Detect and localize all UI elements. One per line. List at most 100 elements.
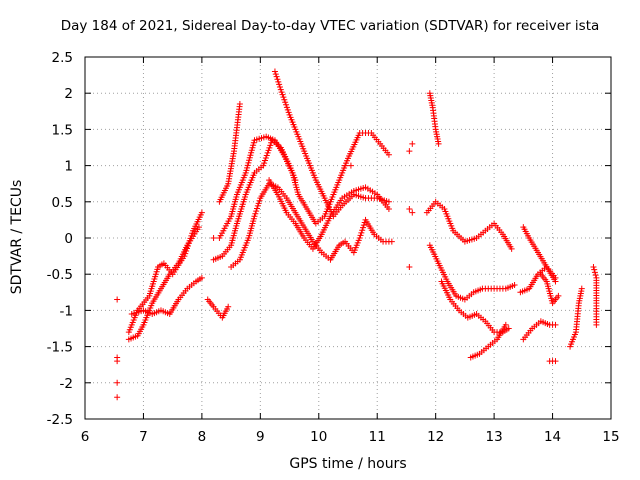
data-point: [274, 76, 281, 83]
x-tick-label: 13: [486, 429, 503, 445]
x-tick-label: 12: [427, 429, 444, 445]
data-point: [264, 149, 271, 156]
x-tick-label: 15: [602, 429, 619, 445]
data-point: [406, 148, 413, 155]
data-point: [263, 152, 270, 159]
x-axis-label: GPS time / hours: [289, 456, 407, 472]
data-point: [281, 96, 288, 103]
data-point: [590, 263, 597, 270]
data-point: [555, 292, 562, 299]
data-point: [262, 154, 269, 161]
x-tick-label: 14: [544, 429, 561, 445]
data-point: [508, 245, 515, 252]
data-point: [114, 394, 121, 401]
data-point: [505, 325, 512, 332]
data-point: [198, 209, 205, 216]
data-point: [198, 274, 205, 281]
data-point: [249, 144, 256, 151]
data-point: [252, 210, 259, 217]
data-point: [591, 269, 598, 276]
data-point: [406, 263, 413, 270]
y-tick-label: 1: [64, 159, 73, 175]
data-point: [114, 379, 121, 386]
data-point: [283, 101, 290, 108]
data-point: [552, 278, 559, 285]
data-point: [260, 162, 267, 169]
data-point: [243, 167, 250, 174]
data-point: [283, 104, 290, 111]
data-point: [250, 142, 257, 149]
data-point: [271, 68, 278, 75]
data-point: [435, 140, 442, 147]
data-point: [360, 224, 367, 231]
data-point: [356, 235, 363, 241]
data-point: [114, 296, 121, 303]
x-tick-label: 7: [139, 429, 148, 445]
data-point: [248, 147, 255, 154]
data-point: [279, 91, 286, 98]
data-point: [591, 266, 598, 273]
data-point: [282, 99, 289, 106]
data-point: [284, 106, 291, 113]
y-tick-label: -0.5: [47, 267, 73, 283]
data-point: [262, 157, 269, 164]
data-point: [592, 272, 599, 279]
data-point: [277, 86, 284, 93]
data-point: [225, 303, 232, 310]
x-tick-label: 11: [369, 429, 386, 445]
data-point: [388, 238, 395, 245]
data-point: [502, 321, 509, 328]
data-point: [276, 81, 283, 88]
y-tick-label: -1: [60, 303, 73, 319]
data-point: [210, 235, 217, 241]
data-point: [244, 162, 251, 169]
data-point: [248, 149, 255, 156]
data-point: [357, 232, 364, 239]
data-point: [261, 160, 268, 167]
data-point: [276, 83, 283, 90]
data-point: [268, 139, 275, 146]
y-tick-label: 0.5: [52, 195, 73, 211]
data-point: [409, 209, 416, 216]
data-point: [280, 94, 287, 101]
x-tick-label: 8: [198, 429, 207, 445]
data-point: [342, 162, 349, 169]
data-point: [272, 71, 279, 78]
data-point: [406, 206, 413, 213]
data-point: [593, 321, 600, 328]
data-point: [360, 222, 367, 229]
y-tick-label: 2: [64, 86, 73, 102]
data-point: [385, 151, 392, 158]
y-tick-label: 0: [64, 231, 73, 247]
data-point: [256, 197, 263, 204]
x-tick-label: 10: [310, 429, 327, 445]
data-point: [246, 157, 253, 164]
data-point: [385, 206, 392, 213]
data-point: [253, 208, 260, 215]
x-tick-label: 6: [81, 429, 90, 445]
data-point: [195, 224, 202, 231]
y-tick-label: 2.5: [52, 50, 73, 66]
chart-title: Day 184 of 2021, Sidereal Day-to-day VTE…: [60, 18, 600, 34]
y-tick-label: -1.5: [47, 340, 73, 356]
data-point: [552, 358, 559, 365]
data-point: [254, 202, 261, 209]
data-point: [114, 358, 121, 365]
data-point: [278, 89, 285, 96]
data-point: [552, 321, 559, 328]
data-point: [359, 227, 366, 234]
y-tick-label: -2: [60, 376, 73, 392]
y-tick-label: -2.5: [47, 412, 73, 428]
data-point: [244, 164, 251, 171]
data-point: [273, 73, 280, 80]
data-point: [253, 205, 260, 212]
data-point: [285, 109, 292, 116]
data-point: [578, 285, 585, 292]
data-point: [358, 229, 365, 236]
data-point: [246, 154, 253, 161]
y-axis-label: SDTVAR / TECUs: [9, 179, 25, 295]
data-point: [247, 152, 254, 159]
data-point: [511, 282, 518, 289]
data-point: [275, 78, 282, 85]
